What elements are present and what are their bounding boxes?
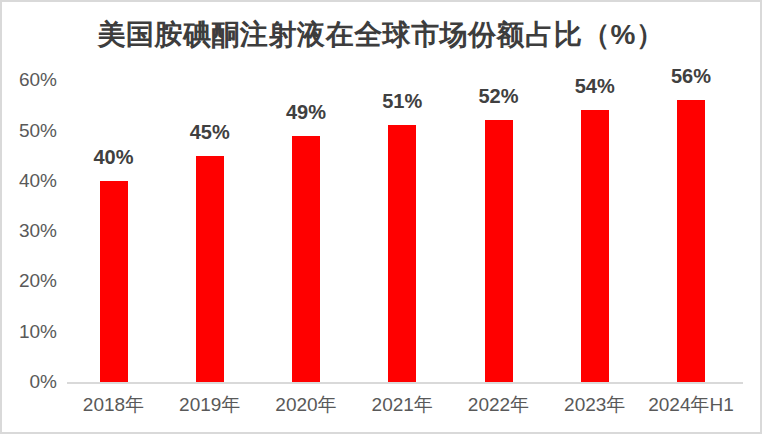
y-axis-tick-label: 20% [2,269,57,293]
y-axis-tick-label: 0% [2,370,57,394]
chart-frame: 美国胺碘酮注射液在全球市场份额占比（%） 0% 10% 20% 30% 40% 50% 60… [0,0,762,434]
y-axis-tick-label: 40% [2,169,57,193]
bar [196,156,224,382]
x-axis-tick-label: 2024年H1 [631,393,751,417]
y-axis-tick-label: 10% [2,320,57,344]
y-axis-tick-label: 50% [2,119,57,143]
x-axis-line [67,382,743,384]
y-axis-tick-label: 60% [2,68,57,92]
bar [677,100,705,382]
bar-value-label: 54% [555,74,635,98]
bar [388,125,416,382]
bar-value-label: 51% [362,89,442,113]
bar [485,120,513,382]
bar [100,181,128,382]
bar-value-label: 56% [651,64,731,88]
bar-value-label: 40% [74,145,154,169]
bar [581,110,609,382]
bar [292,136,320,382]
bar-value-label: 49% [266,100,346,124]
chart-title: 美国胺碘酮注射液在全球市场份额占比（%） [2,16,760,54]
bar-value-label: 45% [170,120,250,144]
bar-value-label: 52% [459,84,539,108]
y-axis-tick-label: 30% [2,219,57,243]
